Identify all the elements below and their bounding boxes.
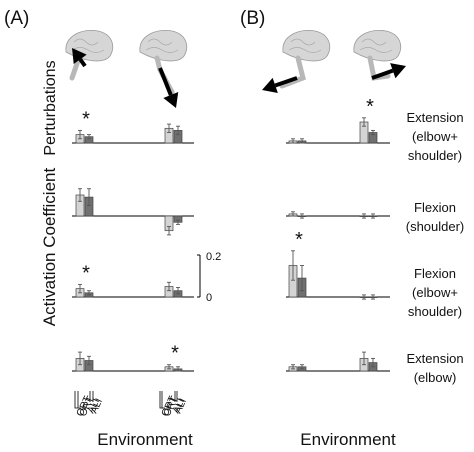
brain-arm-icon <box>262 29 331 94</box>
row-label: Extension <box>406 351 463 366</box>
brain-shape <box>353 29 402 62</box>
row-label: shoulder) <box>408 148 462 163</box>
bar-rows: ***** <box>72 96 390 372</box>
bar-row: * <box>72 343 390 372</box>
significance-marker: * <box>82 108 90 130</box>
label-bracket <box>161 391 178 409</box>
panel-label-b: (B) <box>240 8 265 29</box>
bar-row <box>72 188 390 236</box>
x-axis-label-a: Environment <box>97 430 193 449</box>
bar-row: ** <box>72 229 390 300</box>
x-axis-label-b: Environment <box>300 430 396 449</box>
brain-arm-icon <box>65 29 114 81</box>
bar-row: ** <box>72 96 390 144</box>
brain-shape <box>65 29 114 62</box>
row-label: (elbow+ <box>412 285 458 300</box>
row-label: Flexion <box>414 200 456 215</box>
row-label: (elbow+ <box>412 129 458 144</box>
panel-label-a: (A) <box>4 8 29 29</box>
row-label: Flexion <box>414 266 456 281</box>
arrow-shaft <box>371 68 394 80</box>
arrow-shaft <box>158 67 173 96</box>
significance-marker: * <box>366 96 374 118</box>
perturbations-label: Perturbations <box>42 60 59 155</box>
row-label: shoulder) <box>408 304 462 319</box>
arm-shape <box>279 55 306 89</box>
brain-shape <box>139 29 188 62</box>
significance-marker: * <box>171 343 179 365</box>
arrow-head <box>72 48 87 65</box>
brain-fold <box>359 38 393 53</box>
brain-fold <box>145 38 179 53</box>
scale-bar-bottom-label: 0 <box>206 292 212 304</box>
brain-arm-icon <box>353 29 406 81</box>
row-label: Extension <box>406 110 463 125</box>
arrow-head <box>390 63 406 79</box>
row-label: (elbow) <box>414 370 457 385</box>
y-axis-label: Activation Coefficient <box>40 168 59 327</box>
significance-marker: * <box>82 262 90 284</box>
label-bracket <box>74 391 91 409</box>
arrow-head <box>163 92 179 108</box>
row-labels: Extension (elbow+ shoulder) Flexion (shoulde… <box>406 110 465 385</box>
arrow-shaft <box>274 76 298 88</box>
brain-fold <box>71 38 105 53</box>
row-label: (shoulder) <box>406 219 465 234</box>
significance-marker: * <box>295 229 303 251</box>
arrow-head <box>262 77 278 94</box>
arrow-shaft <box>78 58 87 68</box>
perturbation-icons <box>65 29 406 108</box>
brain-shape <box>282 29 331 62</box>
brain-fold <box>288 38 322 53</box>
scale-bar-top-label: 0.2 <box>206 251 221 263</box>
scale-bar: 0.2 0 <box>197 251 221 304</box>
brain-arm-icon <box>139 29 188 108</box>
